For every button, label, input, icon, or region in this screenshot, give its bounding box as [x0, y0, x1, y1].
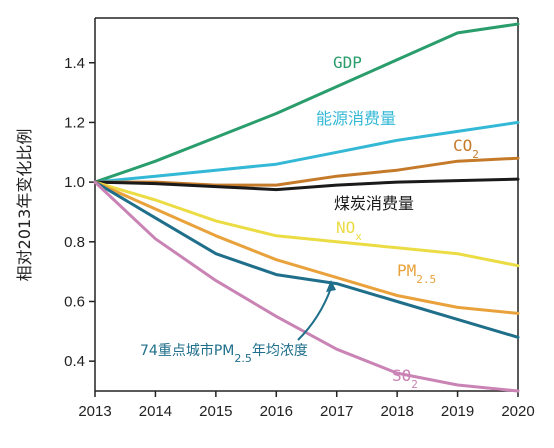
series-label-pm25: PM2.5	[397, 261, 436, 286]
series-line-3	[93, 177, 520, 192]
series-line-7	[93, 180, 520, 393]
series-label-coal: 煤炭消费量	[334, 194, 414, 213]
x-tick-label: 2014	[139, 403, 172, 420]
x-tick-label: 2015	[199, 403, 232, 420]
y-tick-label: 1.2	[64, 114, 85, 131]
x-tick-label: 2013	[78, 403, 111, 420]
series-label-energy: 能源消费量	[316, 109, 396, 128]
series-label-gdp: GDP	[333, 53, 362, 72]
y-tick-label: 1.4	[64, 55, 85, 72]
series-line-6	[93, 180, 520, 339]
series-line-5	[93, 180, 520, 315]
series-line-1	[93, 120, 520, 184]
y-tick-label: 0.8	[64, 234, 85, 251]
y-axis-label: 相对2013年变化比例	[15, 129, 34, 282]
series-line-4	[93, 180, 520, 268]
series-label-so2: SO2	[392, 366, 418, 391]
x-tick-label: 2019	[441, 403, 474, 420]
series-label-city-pm25: 74重点城市PM2.5年均浓度	[140, 342, 308, 365]
series-lines	[93, 22, 520, 393]
x-tick-label: 2016	[260, 403, 293, 420]
series-line-0	[93, 22, 520, 184]
plot-area	[94, 17, 519, 392]
series-label-co2: CO2	[453, 136, 479, 161]
x-ticks: 2013 2014 2015 2016 2017 2018 2019 2020	[78, 391, 535, 420]
y-tick-label: 1.0	[64, 174, 85, 191]
x-tick-label: 2017	[320, 403, 353, 420]
x-tick-label: 2020	[501, 403, 534, 420]
y-ticks: 0.4 0.6 0.8 1.0 1.2 1.4	[64, 55, 95, 370]
y-tick-label: 0.6	[64, 293, 85, 310]
series-label-nox: NOx	[336, 218, 362, 243]
x-tick-label: 2018	[380, 403, 413, 420]
annotation-arrow	[297, 280, 336, 341]
y-tick-label: 0.4	[64, 353, 85, 370]
